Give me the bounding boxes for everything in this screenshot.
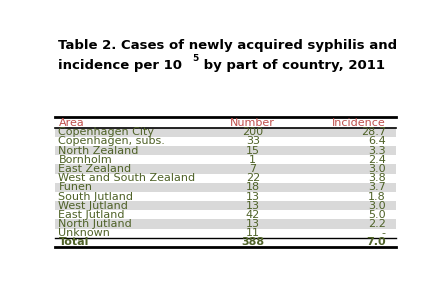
Text: Table 2. Cases of newly acquired syphilis and: Table 2. Cases of newly acquired syphili…: [59, 39, 397, 52]
Text: 7: 7: [249, 164, 257, 174]
Text: -: -: [382, 228, 386, 238]
FancyBboxPatch shape: [55, 146, 396, 155]
Text: Bornholm: Bornholm: [59, 155, 112, 165]
Text: 388: 388: [241, 237, 264, 247]
Text: 28.7: 28.7: [361, 127, 386, 137]
Text: Area: Area: [59, 118, 84, 128]
FancyBboxPatch shape: [55, 128, 396, 137]
Text: 13: 13: [246, 219, 260, 229]
Text: 13: 13: [246, 201, 260, 211]
Text: 18: 18: [246, 182, 260, 192]
Text: East Jutland: East Jutland: [59, 210, 125, 220]
Text: North Jutland: North Jutland: [59, 219, 132, 229]
Text: Funen: Funen: [59, 182, 92, 192]
Text: 5: 5: [192, 54, 198, 63]
Text: 11: 11: [246, 228, 260, 238]
Text: 22: 22: [246, 173, 260, 183]
Text: by part of country, 2011: by part of country, 2011: [199, 59, 385, 72]
Text: South Jutland: South Jutland: [59, 191, 133, 202]
Text: 3.0: 3.0: [368, 201, 386, 211]
Text: 7.0: 7.0: [366, 237, 386, 247]
Text: 13: 13: [246, 191, 260, 202]
Text: Copenhagen, subs.: Copenhagen, subs.: [59, 136, 165, 146]
Text: West and South Zealand: West and South Zealand: [59, 173, 195, 183]
Text: incidence per 10: incidence per 10: [59, 59, 183, 72]
Text: Number: Number: [231, 118, 275, 128]
Text: 3.3: 3.3: [368, 146, 386, 156]
Text: Incidence: Incidence: [332, 118, 386, 128]
FancyBboxPatch shape: [55, 201, 396, 210]
Text: Copenhagen City: Copenhagen City: [59, 127, 154, 137]
Text: 5.0: 5.0: [368, 210, 386, 220]
FancyBboxPatch shape: [55, 164, 396, 174]
Text: Total: Total: [59, 237, 89, 247]
Text: 33: 33: [246, 136, 260, 146]
Text: 6.4: 6.4: [368, 136, 386, 146]
Text: 42: 42: [246, 210, 260, 220]
Text: 2.2: 2.2: [368, 219, 386, 229]
Text: 3.7: 3.7: [368, 182, 386, 192]
Text: 15: 15: [246, 146, 260, 156]
FancyBboxPatch shape: [55, 219, 396, 229]
Text: 1: 1: [249, 155, 256, 165]
Text: 2.4: 2.4: [368, 155, 386, 165]
Text: West Jutland: West Jutland: [59, 201, 128, 211]
Text: 3.8: 3.8: [368, 173, 386, 183]
Text: East Zealand: East Zealand: [59, 164, 132, 174]
Text: 200: 200: [242, 127, 264, 137]
Text: North Zealand: North Zealand: [59, 146, 139, 156]
Text: Unknown: Unknown: [59, 228, 110, 238]
Text: 1.8: 1.8: [368, 191, 386, 202]
FancyBboxPatch shape: [55, 183, 396, 192]
Text: 3.0: 3.0: [368, 164, 386, 174]
